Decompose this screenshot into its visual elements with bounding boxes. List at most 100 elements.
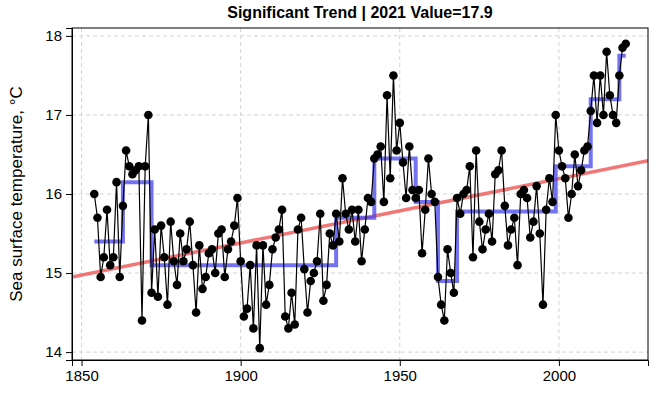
- tick-label: 1900: [224, 367, 257, 384]
- y-axis-title: Sea surface temperature, °C: [7, 86, 26, 302]
- data-point: [418, 249, 427, 258]
- chart-title: Significant Trend | 2021 Value=17.9: [227, 4, 493, 21]
- data-point: [440, 316, 449, 325]
- data-point: [189, 261, 198, 270]
- data-point: [259, 241, 268, 250]
- tick-label: 2000: [543, 367, 576, 384]
- data-point: [606, 91, 615, 100]
- markers: [90, 40, 630, 353]
- data-point: [564, 213, 573, 222]
- data-point: [275, 225, 284, 234]
- data-point: [220, 273, 229, 282]
- data-point: [90, 190, 99, 199]
- data-point: [240, 312, 249, 321]
- data-point: [103, 206, 112, 215]
- data-point: [446, 269, 455, 278]
- data-point: [383, 91, 392, 100]
- data-point: [195, 241, 204, 250]
- data-point: [507, 225, 516, 234]
- data-point: [112, 178, 121, 187]
- step-line: [94, 56, 625, 281]
- data-point: [571, 150, 580, 159]
- data-point: [593, 119, 602, 128]
- data-point: [399, 158, 408, 167]
- tick-mark: [82, 360, 83, 366]
- tick-mark: [66, 273, 72, 274]
- x-axis: 1850190019502000: [65, 360, 648, 384]
- chart-container: 18501900195020001415161718Significant Tr…: [0, 0, 660, 400]
- grid-line: [72, 114, 648, 115]
- tick: 1900: [224, 360, 257, 384]
- data-point: [462, 186, 471, 195]
- data-point: [338, 174, 347, 183]
- data-point: [513, 261, 522, 270]
- data-point: [313, 257, 322, 266]
- data-point: [567, 190, 576, 199]
- data-point: [100, 253, 109, 262]
- grid-line: [72, 35, 648, 36]
- data-point: [465, 162, 474, 171]
- data-point: [475, 217, 484, 226]
- data-point: [303, 308, 312, 317]
- series-line: [94, 44, 625, 348]
- data-point: [411, 194, 420, 203]
- data-point: [596, 71, 605, 80]
- data-point: [310, 269, 319, 278]
- data-point: [427, 190, 436, 199]
- data-point: [271, 233, 280, 242]
- data-point: [472, 146, 481, 155]
- data-point: [246, 261, 255, 270]
- data-point: [561, 174, 570, 183]
- data-point: [510, 213, 519, 222]
- data-point: [163, 300, 172, 309]
- tick: 1850: [65, 360, 98, 384]
- tick: 14: [45, 343, 72, 360]
- data-point: [208, 245, 217, 254]
- tick: 18: [45, 27, 72, 44]
- data-point: [405, 142, 414, 151]
- data-point: [268, 245, 277, 254]
- data-point: [532, 182, 541, 191]
- data-point: [319, 296, 328, 305]
- data-point: [586, 107, 595, 116]
- data-point: [402, 194, 411, 203]
- data-point: [612, 119, 621, 128]
- tick-mark: [66, 36, 72, 37]
- data-point: [119, 202, 128, 211]
- data-point: [354, 206, 363, 215]
- data-point: [192, 308, 201, 317]
- data-point: [255, 344, 264, 353]
- data-point: [166, 217, 175, 226]
- axis-line: [66, 29, 73, 361]
- data-point: [434, 273, 443, 282]
- data-point: [367, 198, 376, 207]
- data-point: [574, 182, 583, 191]
- data-point: [551, 111, 560, 120]
- data-point: [357, 257, 366, 266]
- grid-line: [72, 194, 648, 195]
- data-point: [294, 225, 303, 234]
- tick-label: 16: [45, 185, 62, 202]
- tick-mark: [66, 352, 72, 353]
- data-point: [332, 209, 341, 218]
- data-point: [415, 186, 424, 195]
- data-point: [599, 111, 608, 120]
- data-point: [421, 206, 430, 215]
- data-point: [539, 300, 548, 309]
- tick-mark: [241, 360, 242, 366]
- data-point: [523, 194, 532, 203]
- data-point: [621, 40, 630, 49]
- data-point: [224, 245, 233, 254]
- data-point: [456, 209, 465, 218]
- tick-label: 14: [45, 343, 62, 360]
- data-point: [380, 198, 389, 207]
- grid: [72, 28, 648, 360]
- data-point: [179, 257, 188, 266]
- data-point: [316, 209, 325, 218]
- data-point: [443, 245, 452, 254]
- data-point: [198, 285, 207, 294]
- tick: 16: [45, 185, 72, 202]
- data-point: [395, 119, 404, 128]
- tick-label: 17: [45, 106, 62, 123]
- data-point: [602, 47, 611, 56]
